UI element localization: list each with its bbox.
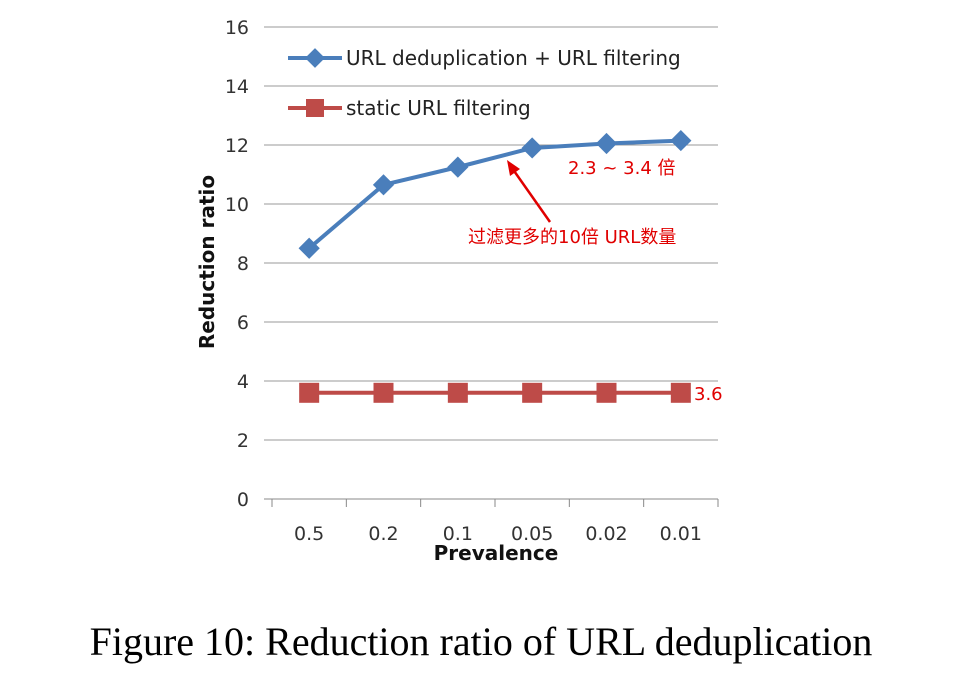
- annotation-arrow-line: [510, 167, 552, 223]
- y-tick-label: 12: [225, 135, 249, 157]
- x-tick-label: 0.2: [368, 523, 398, 545]
- legend-label-dedup: URL deduplication + URL filtering: [346, 46, 681, 70]
- annotations: 2.3 ~ 3.4 倍 过滤更多的10倍 URL数量 3.6: [468, 158, 723, 405]
- static-value-annotation: 3.6: [694, 384, 723, 405]
- data-point-diamond: [670, 129, 692, 152]
- y-tick-label: 6: [237, 312, 249, 334]
- data-point-square: [522, 382, 543, 403]
- series-layer: [298, 129, 692, 403]
- x-tick-label: 0.02: [585, 523, 627, 545]
- data-point-diamond: [447, 156, 469, 178]
- x-axis: [271, 499, 719, 507]
- arrow-annotation: 过滤更多的10倍 URL数量: [468, 227, 676, 248]
- y-axis-title: Reduction ratio: [195, 175, 219, 349]
- data-point-diamond: [595, 132, 618, 155]
- legend-diamond-icon: [305, 48, 325, 68]
- data-point-square: [373, 382, 394, 403]
- y-tick-label: 14: [225, 76, 249, 98]
- data-point-square: [299, 382, 320, 403]
- x-axis-title: Prevalence: [434, 541, 559, 565]
- y-tick-labels: 0 2 4 6 8 10 12 14 16: [225, 17, 249, 511]
- x-tick-label: 0.1: [443, 523, 473, 545]
- x-tick-label: 0.05: [511, 523, 553, 545]
- y-tick-label: 10: [225, 194, 249, 216]
- legend: URL deduplication + URL filtering static…: [288, 46, 681, 120]
- annotation-arrow-head: [507, 160, 520, 176]
- x-tick-label: 0.01: [660, 523, 702, 545]
- grid-lines: [264, 26, 718, 500]
- series-line-0: [307, 138, 681, 250]
- figure-caption: Figure 10: Reduction ratio of URL dedupl…: [89, 619, 873, 664]
- legend-square-icon: [306, 99, 324, 117]
- data-point-square: [596, 382, 617, 403]
- y-tick-label: 8: [237, 253, 249, 275]
- data-point-square: [447, 382, 468, 403]
- x-tick-label: 0.5: [294, 523, 324, 545]
- range-annotation: 2.3 ~ 3.4 倍: [568, 158, 676, 179]
- y-tick-label: 0: [237, 489, 249, 511]
- x-tick-labels: 0.5 0.2 0.1 0.05 0.02 0.01: [294, 523, 702, 545]
- data-point-diamond: [521, 137, 543, 159]
- chart: 0 2 4 6 8 10 12 14 16 0.5 0.2 0.1 0.05 0.02 0.01 URL …: [195, 17, 723, 565]
- data-point-square: [670, 382, 691, 403]
- y-tick-label: 2: [237, 430, 249, 452]
- y-tick-label: 4: [237, 371, 249, 393]
- y-tick-label: 16: [225, 17, 249, 39]
- legend-label-static: static URL filtering: [346, 96, 531, 120]
